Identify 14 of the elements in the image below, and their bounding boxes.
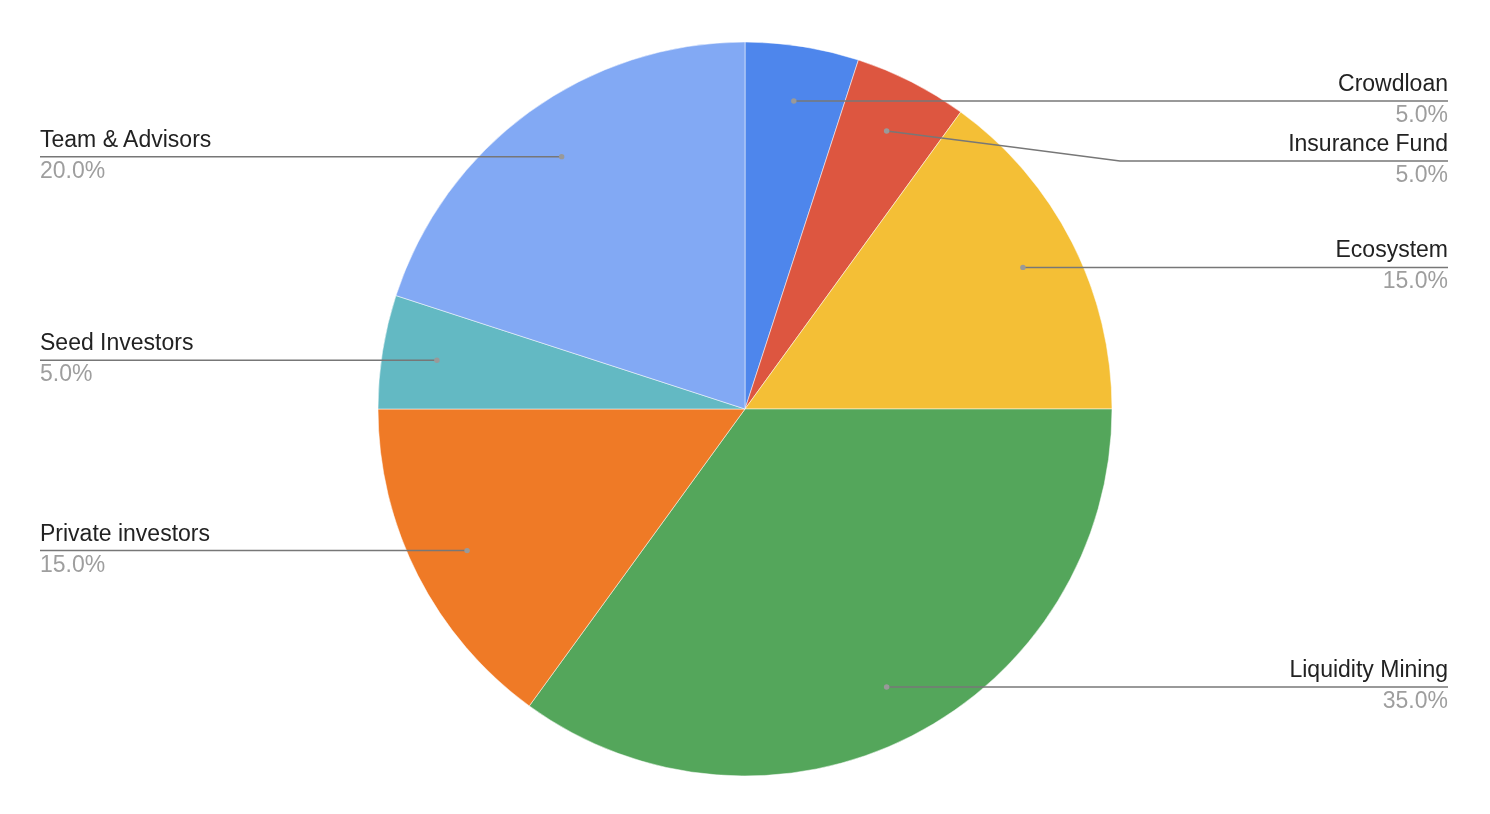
data-label: 15.0%: [1382, 267, 1448, 294]
slice-label: Seed Investors: [40, 329, 194, 356]
data-label: 35.0%: [1382, 686, 1448, 713]
slice-label: Ecosystem: [1335, 236, 1448, 263]
slice-label: Team & Advisors: [40, 125, 212, 152]
slice-label: Crowdloan: [1338, 69, 1448, 96]
data-label: 20.0%: [40, 156, 106, 183]
data-label: 15.0%: [40, 550, 106, 577]
slice-label: Liquidity Mining: [1289, 655, 1448, 682]
data-label: 5.0%: [1395, 160, 1448, 187]
data-label: 5.0%: [1395, 100, 1448, 127]
slice-label: Private investors: [40, 519, 211, 546]
data-label: 5.0%: [40, 360, 93, 387]
slice-label: Insurance Fund: [1288, 129, 1448, 156]
